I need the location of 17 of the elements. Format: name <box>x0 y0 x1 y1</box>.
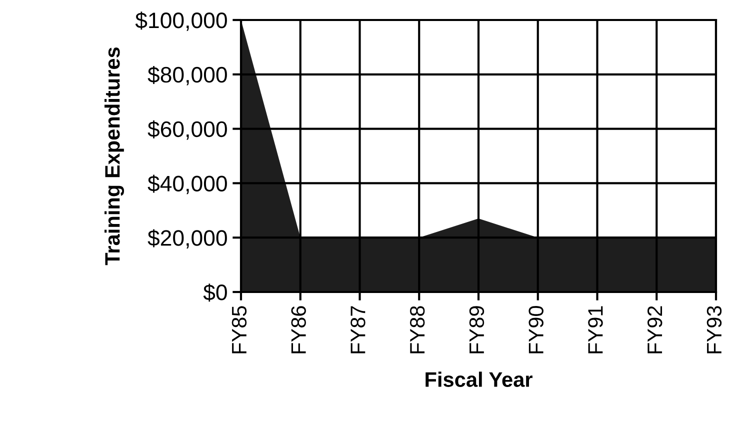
y-tick-label: $20,000 <box>148 229 227 248</box>
x-tick-label: FY92 <box>647 306 662 354</box>
y-tick-label: $60,000 <box>148 120 227 140</box>
y-tick-label: $80,000 <box>148 66 227 86</box>
y-tick-label: $100,000 <box>135 12 227 31</box>
x-tick-label: FY87 <box>350 306 366 354</box>
x-tick-label: FY85 <box>232 306 247 354</box>
y-axis-title: Training Expenditures <box>104 47 124 266</box>
x-tick-label: FY90 <box>528 306 544 354</box>
y-tick-label: $0 <box>203 284 227 302</box>
x-tick-label: FY86 <box>291 306 306 354</box>
x-tick-label: FY88 <box>410 306 425 354</box>
y-tick-label: $40,000 <box>148 174 227 194</box>
x-tick-label: FY91 <box>588 306 603 354</box>
x-tick-label: FY89 <box>469 306 484 354</box>
x-tick-label: FY93 <box>706 306 722 354</box>
x-axis-title: Fiscal Year <box>426 372 532 387</box>
